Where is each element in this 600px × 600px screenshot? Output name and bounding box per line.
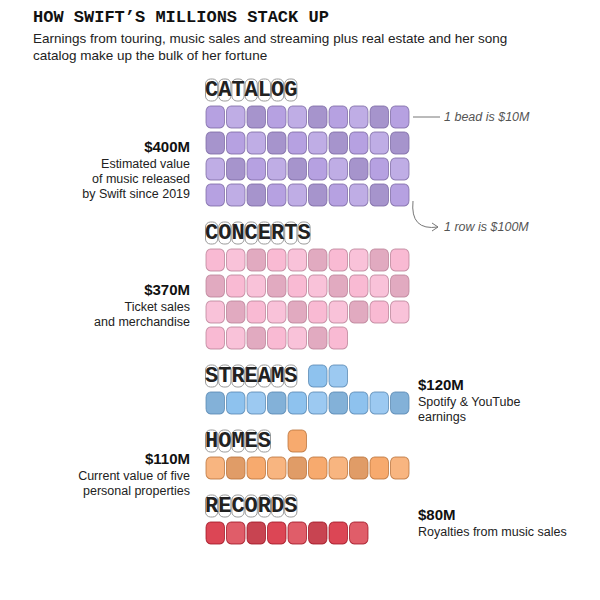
- svg-text:CATALOG: CATALOG: [205, 78, 297, 103]
- svg-text:HOMES: HOMES: [205, 429, 271, 454]
- svg-text:$110M: $110M: [145, 450, 190, 467]
- svg-text:by Swift since 2019: by Swift since 2019: [82, 187, 190, 201]
- svg-text:RECORDS: RECORDS: [205, 494, 297, 519]
- svg-text:$120M: $120M: [418, 376, 464, 393]
- svg-text:CONCERTS: CONCERTS: [205, 221, 311, 246]
- svg-text:Earnings from touring, music s: Earnings from touring, music sales and s…: [33, 31, 511, 46]
- svg-text:$370M: $370M: [144, 281, 190, 298]
- svg-text:and merchandise: and merchandise: [94, 315, 190, 329]
- svg-text:Royalties from music sales: Royalties from music sales: [418, 525, 567, 539]
- svg-text:Estimated value: Estimated value: [101, 157, 190, 171]
- svg-text:1 bead is $10M: 1 bead is $10M: [444, 110, 530, 124]
- svg-text:Spotify & YouTube: Spotify & YouTube: [418, 395, 520, 409]
- svg-text:$80M: $80M: [418, 506, 456, 523]
- svg-text:$400M: $400M: [144, 138, 190, 155]
- svg-text:Current value of five: Current value of five: [78, 469, 190, 483]
- svg-text:catalog make up the bulk of he: catalog make up the bulk of her fortune: [33, 48, 267, 63]
- svg-text:STREAMS: STREAMS: [205, 364, 297, 389]
- svg-text:1 row is $100M: 1 row is $100M: [444, 220, 529, 234]
- svg-text:Ticket sales: Ticket sales: [124, 300, 190, 314]
- svg-text:of music released: of music released: [92, 172, 190, 186]
- svg-text:personal properties: personal properties: [83, 484, 190, 498]
- svg-text:earnings: earnings: [418, 410, 466, 424]
- svg-text:HOW SWIFT’S MILLIONS STACK UP: HOW SWIFT’S MILLIONS STACK UP: [33, 8, 329, 27]
